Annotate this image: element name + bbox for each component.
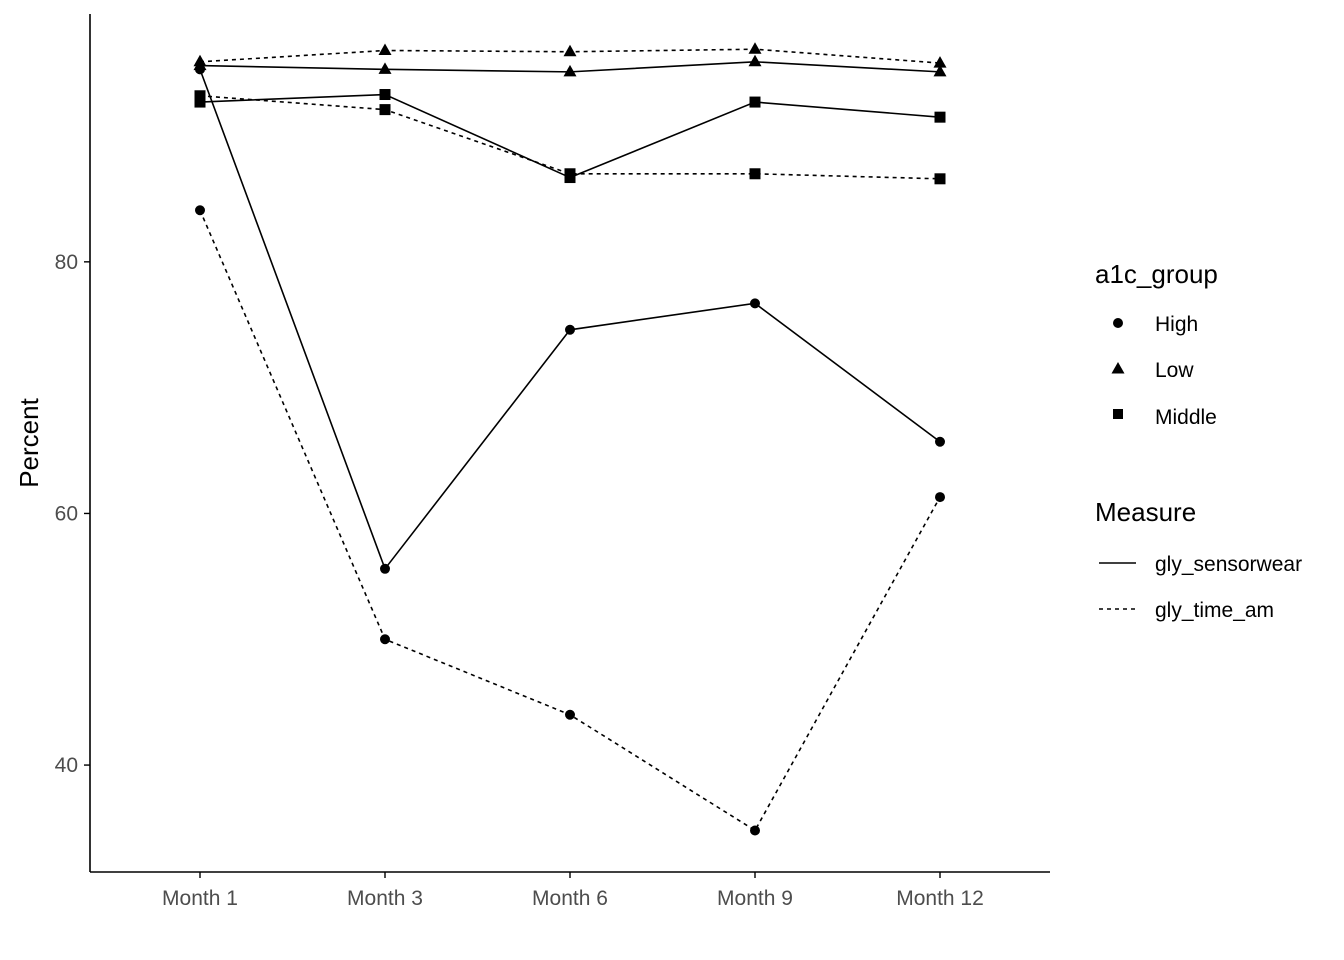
y-tick-label: 40 — [55, 754, 78, 777]
data-point-middle — [379, 89, 391, 101]
data-point-low — [563, 44, 577, 57]
data-point-high — [935, 492, 945, 503]
x-tick-label: Month 1 — [162, 887, 238, 910]
x-tick-label: Month 6 — [532, 887, 608, 910]
data-point-high — [565, 324, 575, 335]
data-point-low — [378, 43, 392, 55]
data-point-middle — [194, 90, 206, 102]
data-point-middle — [194, 96, 206, 108]
data-point-high — [750, 825, 760, 836]
data-point-middle — [934, 173, 946, 185]
x-tick-label: Month 9 — [717, 887, 793, 910]
data-point-low — [378, 62, 392, 74]
series-line-middle-gly-time-am — [199, 94, 941, 180]
data-point-middle — [749, 96, 761, 108]
data-point-low — [933, 56, 947, 68]
legend-key-square — [1113, 409, 1123, 419]
y-tick-label: 80 — [55, 251, 78, 274]
data-point-high — [750, 298, 760, 309]
series-line-middle-gly-sensorwear — [199, 93, 941, 179]
series-line-high-gly-time-am — [199, 209, 941, 832]
legend-entry-middle: Middle — [1113, 406, 1217, 429]
data-point-middle — [564, 168, 576, 180]
data-point-middle — [934, 111, 946, 123]
legend-key-circle — [1113, 318, 1123, 328]
legend-label-middle: Middle — [1155, 406, 1217, 429]
legend-key-triangle — [1111, 362, 1125, 374]
legend-label-time-am: gly_time_am — [1155, 599, 1274, 622]
plot-area — [193, 42, 947, 836]
data-point-high — [195, 205, 205, 216]
data-point-high — [380, 563, 390, 574]
legend-linetype-title: Measure — [1095, 497, 1196, 527]
legend-shape-title: a1c_group — [1095, 259, 1218, 289]
x-tick-label: Month 3 — [347, 887, 423, 910]
data-point-low — [933, 64, 947, 77]
data-point-high — [380, 634, 390, 645]
y-axis-title: Percent — [14, 397, 44, 487]
y-tick-label: 60 — [55, 502, 78, 525]
legend-label-sensorwear: gly_sensorwear — [1155, 553, 1302, 576]
data-point-low — [748, 42, 762, 54]
x-tick-label: Month 12 — [896, 887, 984, 910]
series-line-high-gly-sensorwear — [199, 69, 941, 571]
axes: 40 60 80 Month 1 Month 3 Month 6 Month 9 Month … — [55, 14, 1050, 910]
legend-label-high: High — [1155, 313, 1198, 336]
legend-entry-high: High — [1113, 313, 1198, 336]
data-point-middle — [379, 104, 391, 116]
legend-entry-low: Low — [1111, 359, 1194, 382]
data-point-low — [193, 54, 207, 67]
data-point-middle — [749, 168, 761, 180]
legend-entry-sensorwear: gly_sensorwear — [1099, 553, 1302, 576]
legend-label-low: Low — [1155, 359, 1194, 382]
data-point-low — [748, 54, 762, 67]
legend-entry-time-am: gly_time_am — [1099, 599, 1274, 622]
data-point-high — [935, 436, 945, 447]
legend: a1c_group High Low Middle Measure gly_se… — [1095, 259, 1302, 622]
data-point-low — [563, 64, 577, 77]
data-point-high — [565, 709, 575, 720]
